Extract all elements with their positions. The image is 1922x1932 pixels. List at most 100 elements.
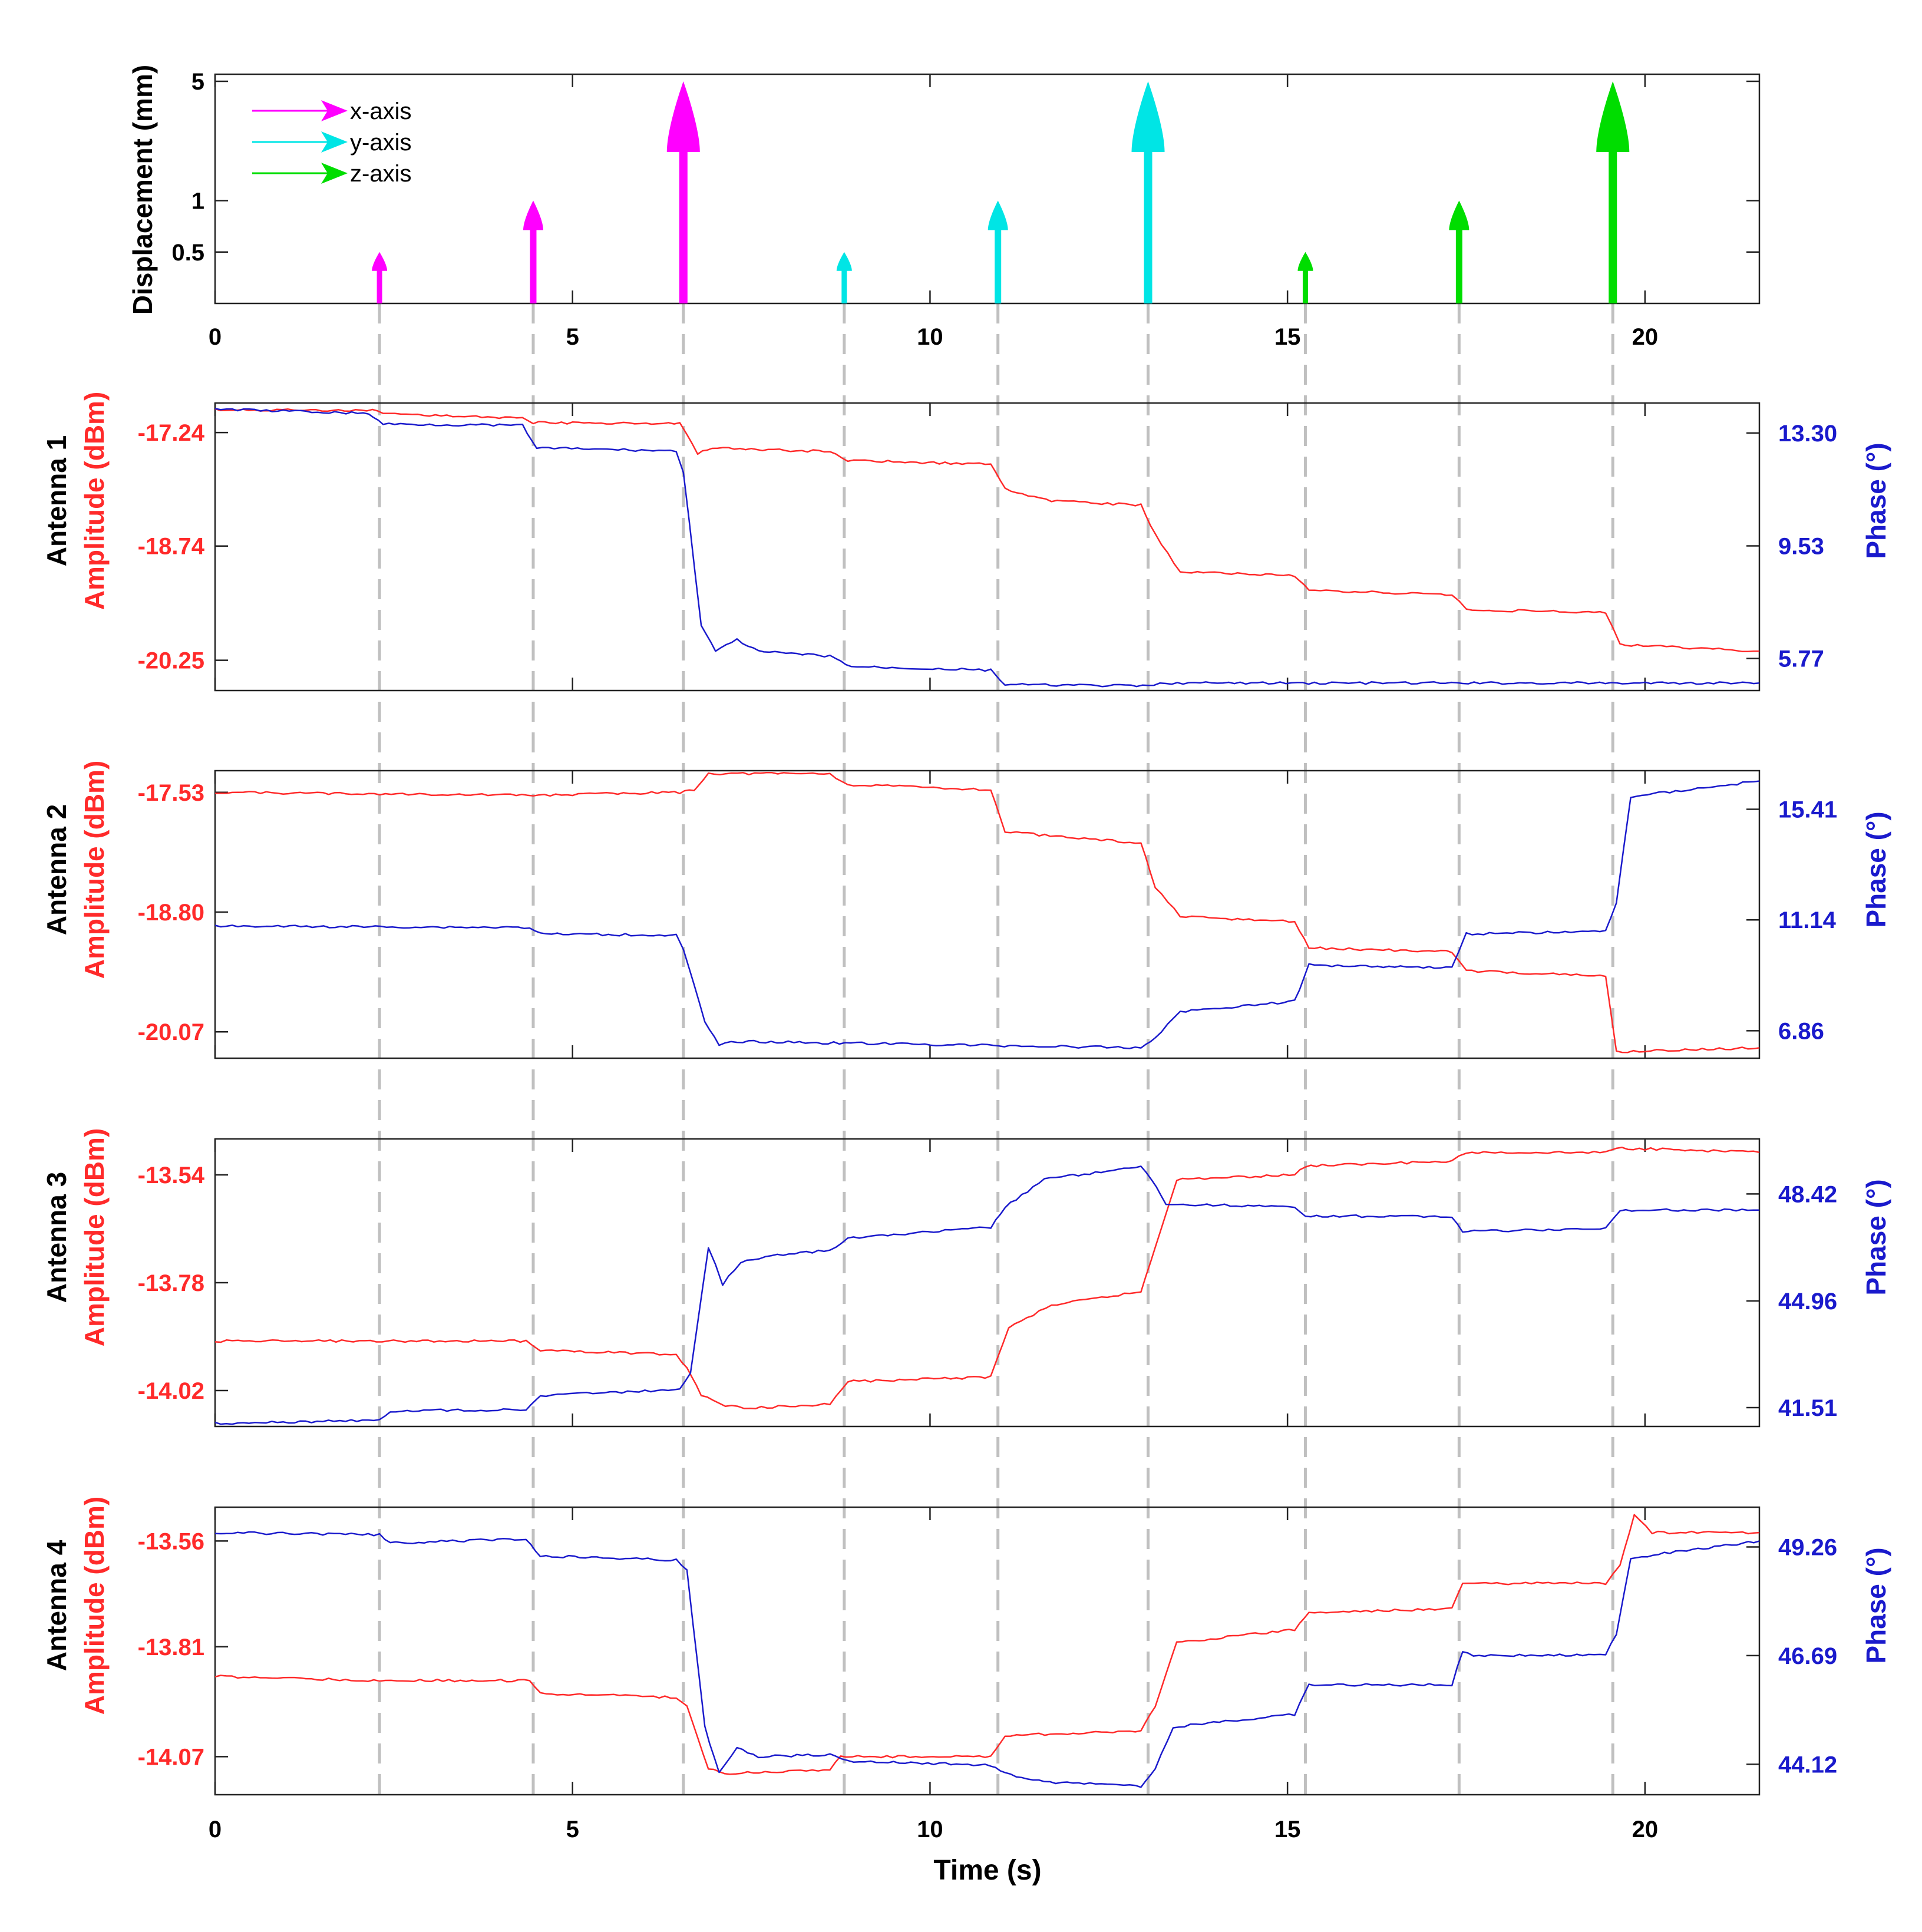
amp-ytick-label: -13.81 (138, 1634, 204, 1660)
bottom-xtick-label: 0 (209, 1817, 222, 1842)
displacement-arrows (372, 81, 1630, 303)
arrow-shaft (530, 218, 537, 303)
antenna-3-panel: Antenna 3 Amplitude (dBm) Phase (°) -13.… (41, 1128, 1891, 1428)
antenna-2-axes-frame (214, 770, 1761, 1059)
arrow-shaft (1144, 123, 1152, 303)
disp-ytick-label: 1 (191, 189, 204, 214)
displacement-arrow-7 (1297, 252, 1313, 303)
legend-label: x-axis (350, 98, 411, 124)
phase-ytick-label: 9.53 (1778, 533, 1824, 559)
disp-xtick-label: 5 (566, 324, 579, 350)
arrow-shaft (1609, 123, 1617, 303)
disp-ytick-label: 0.5 (171, 240, 204, 266)
disp-ytick-label: 5 (191, 69, 204, 95)
legend-arrow-head (321, 163, 348, 184)
antenna-4-axes-frame (214, 1506, 1761, 1796)
arrow-head (666, 81, 700, 152)
arrow-shaft (1302, 263, 1308, 303)
displacement-axes-frame (214, 73, 1761, 305)
antenna-3-phase-line (214, 1165, 1759, 1425)
antenna-4-panel: Antenna 4 Amplitude (dBm) Phase (°) -13.… (41, 1497, 1891, 1796)
phase-ytick-label: 41.51 (1778, 1395, 1837, 1421)
antenna-1-phase-label: Phase (°) (1861, 442, 1891, 559)
antenna-4-amplitude-label: Amplitude (dBm) (79, 1497, 110, 1715)
antenna-2-title: Antenna 2 (41, 804, 72, 935)
arrow-head (1297, 252, 1313, 271)
arrow-head (988, 200, 1008, 230)
arrow-head (1449, 200, 1469, 230)
arrow-shaft (1455, 218, 1462, 303)
amp-ytick-label: -14.07 (138, 1744, 204, 1770)
antenna-1-amplitude-line (214, 408, 1760, 652)
legend-entry-z-axis: z-axis (252, 161, 411, 187)
antenna-2-phase-label: Phase (°) (1861, 811, 1891, 927)
antenna-3-axes-frame (214, 1138, 1761, 1428)
arrow-head (523, 200, 543, 230)
phase-ytick-label: 44.96 (1778, 1289, 1837, 1315)
antenna-4-phase-label: Phase (°) (1861, 1547, 1891, 1663)
arrow-head (372, 252, 388, 271)
x-axis-label: Time (s) (933, 1855, 1041, 1886)
antenna-2-amplitude-label: Amplitude (dBm) (79, 761, 110, 979)
amp-ytick-label: -20.07 (138, 1019, 204, 1045)
amp-ytick-label: -13.78 (138, 1270, 204, 1296)
arrow-head (1131, 81, 1165, 152)
legend-label: y-axis (350, 130, 411, 156)
amp-ytick-label: -14.02 (138, 1378, 204, 1404)
amp-ytick-label: -13.56 (138, 1528, 204, 1554)
phase-ytick-label: 13.30 (1778, 421, 1837, 447)
antenna-1-phase-line (214, 408, 1760, 688)
displacement-arrow-2 (523, 200, 543, 303)
antenna-1-axes-frame (214, 402, 1761, 692)
legend-arrow-head (321, 100, 348, 121)
event-guide-lines (378, 303, 1614, 1796)
amp-ytick-label: -17.24 (138, 420, 205, 446)
legend-arrow-head (321, 131, 348, 153)
arrow-shaft (679, 123, 688, 303)
antenna-3-amplitude-label: Amplitude (dBm) (79, 1128, 110, 1347)
displacement-arrow-5 (988, 200, 1008, 303)
legend-entry-x-axis: x-axis (252, 98, 411, 124)
displacement-arrow-9 (1596, 81, 1630, 303)
amp-ytick-label: -13.54 (138, 1162, 205, 1188)
antenna-4-amplitude-line (214, 1514, 1760, 1775)
antenna-3-phase-label: Phase (°) (1861, 1179, 1891, 1295)
arrow-head (1596, 81, 1630, 152)
bottom-xtick-label: 10 (917, 1817, 943, 1842)
displacement-legend: x-axis y-axis z-axis (252, 98, 411, 187)
phase-ytick-label: 48.42 (1778, 1181, 1837, 1207)
antenna-2-panel: Antenna 2 Amplitude (dBm) Phase (°) -17.… (41, 761, 1891, 1059)
arrow-shaft (377, 263, 382, 303)
arrow-head (836, 252, 852, 271)
displacement-x-ticks: 0 5 10 15 20 (209, 74, 1658, 350)
legend-label: z-axis (350, 161, 411, 187)
antenna-1-amplitude-label: Amplitude (dBm) (79, 392, 110, 610)
amp-ytick-label: -18.80 (138, 900, 204, 926)
antenna-2-phase-line (214, 780, 1760, 1049)
displacement-arrow-6 (1131, 81, 1165, 303)
disp-xtick-label: 0 (209, 324, 222, 350)
bottom-xtick-label: 15 (1274, 1817, 1301, 1842)
displacement-y-ticks: 0.5 1 5 (171, 69, 1759, 266)
displacement-arrow-8 (1449, 200, 1469, 303)
antenna-4-phase-line (214, 1531, 1760, 1788)
phase-ytick-label: 11.14 (1778, 907, 1837, 933)
bottom-xtick-label: 5 (566, 1817, 579, 1842)
amp-ytick-label: -18.74 (138, 534, 205, 560)
disp-xtick-label: 15 (1274, 324, 1301, 350)
amp-ytick-label: -20.25 (138, 648, 204, 674)
legend-entry-y-axis: y-axis (252, 130, 411, 156)
displacement-arrow-3 (666, 81, 700, 303)
arrow-shaft (841, 263, 847, 303)
displacement-arrow-4 (836, 252, 852, 303)
phase-ytick-label: 44.12 (1778, 1752, 1837, 1778)
antenna-1-title: Antenna 1 (41, 435, 72, 566)
phase-ytick-label: 5.77 (1778, 646, 1824, 672)
phase-ytick-label: 49.26 (1778, 1534, 1837, 1560)
antenna-2-amplitude-line (214, 771, 1760, 1053)
phase-ytick-label: 46.69 (1778, 1643, 1837, 1669)
bottom-xtick-label: 20 (1632, 1817, 1659, 1842)
displacement-arrow-1 (372, 252, 388, 303)
